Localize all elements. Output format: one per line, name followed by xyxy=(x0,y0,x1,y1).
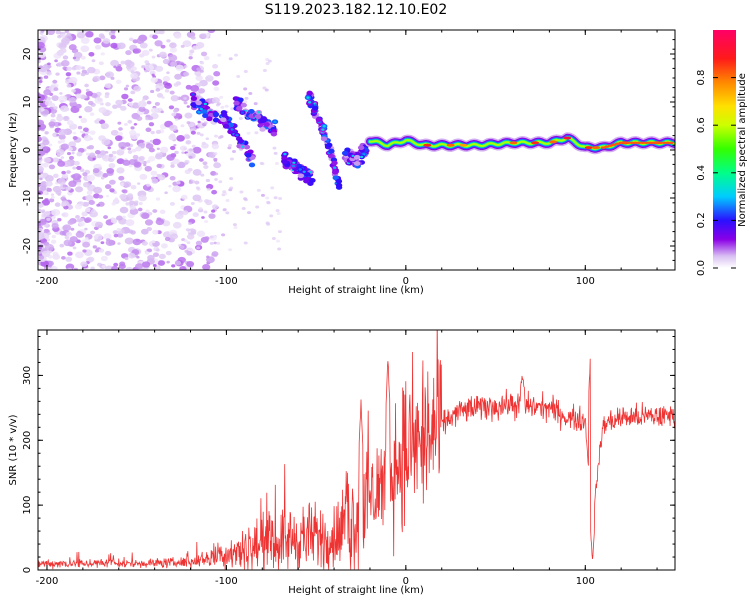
snr-x-tick-label: 0 xyxy=(403,576,409,587)
snr-x-tick-label: 100 xyxy=(576,576,595,587)
spectrogram-data xyxy=(38,30,675,270)
snr-x-tick-label: -200 xyxy=(36,576,59,587)
colorbar-label: Normalized spectral amplitude xyxy=(737,73,748,227)
spectrogram-x-label: Height of straight line (km) xyxy=(288,285,424,296)
spectrogram-y-tick-label: 20 xyxy=(22,48,33,61)
spectrogram-y-tick-label: -20 xyxy=(22,238,33,254)
colorbar-gradient xyxy=(713,30,736,268)
spectrogram-x-tick-label: -200 xyxy=(36,276,59,287)
colorbar-ticks: 0.0 0.2 0.4 0.6 0.8 xyxy=(696,70,736,276)
colorbar: 0.0 0.2 0.4 0.6 0.8 Normalized spectral ampl… xyxy=(696,30,748,276)
colorbar-tick-label: 0.0 xyxy=(696,260,707,276)
spectrogram-y-label: Frequency (Hz) xyxy=(8,112,19,188)
colorbar-tick-label: 0.6 xyxy=(696,117,707,133)
snr-y-tick-label: 100 xyxy=(22,496,33,515)
spectrogram-y-tick-label: -10 xyxy=(22,190,33,206)
spectrogram-y-tick-label: 0 xyxy=(22,147,33,153)
snr-y-tick-label: 0 xyxy=(22,567,33,573)
chart-title: S119.2023.182.12.10.E02 xyxy=(265,2,448,18)
spectrogram-x-tick-label: 0 xyxy=(403,276,409,287)
snr-y-tick-label: 300 xyxy=(22,366,33,385)
snr-panel: -200 -100 0 100 0 100 200 300 Height of straigh… xyxy=(8,329,676,596)
snr-x-tick-label: -100 xyxy=(215,576,238,587)
spectrogram-x-tick-label: 100 xyxy=(576,276,595,287)
colorbar-tick-label: 0.4 xyxy=(696,165,707,181)
snr-x-label: Height of straight line (km) xyxy=(288,585,424,596)
spectrogram-y-tick-label: 10 xyxy=(22,96,33,109)
colorbar-tick-label: 0.8 xyxy=(696,70,707,86)
snr-frame xyxy=(37,329,676,571)
snr-series-line xyxy=(38,330,675,570)
spectrogram-frame xyxy=(37,29,676,271)
spectrogram-x-tick-label: -100 xyxy=(215,276,238,287)
colorbar-tick-label: 0.2 xyxy=(696,212,707,228)
snr-y-label: SNR (10 * v/v) xyxy=(8,414,19,485)
snr-y-tick-label: 200 xyxy=(22,431,33,450)
